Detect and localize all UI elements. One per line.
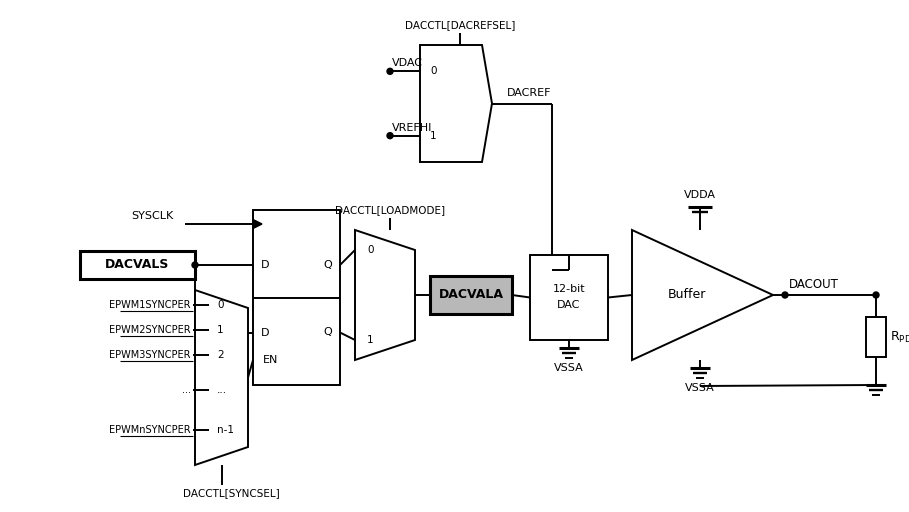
Text: VREFHI: VREFHI <box>392 123 433 133</box>
Text: DACCTL[SYNCSEL]: DACCTL[SYNCSEL] <box>183 488 280 498</box>
Text: DACVALS: DACVALS <box>105 259 170 271</box>
Bar <box>530 255 608 340</box>
Text: SYSCLK: SYSCLK <box>132 211 174 221</box>
Circle shape <box>387 133 393 139</box>
Text: Q: Q <box>324 260 333 270</box>
Text: DACREF: DACREF <box>507 89 552 98</box>
Polygon shape <box>420 45 492 162</box>
Bar <box>430 276 512 314</box>
Text: VSSA: VSSA <box>685 383 714 393</box>
Circle shape <box>387 68 393 74</box>
Polygon shape <box>195 290 248 465</box>
Bar <box>80 251 195 279</box>
Text: VDAC: VDAC <box>392 58 423 68</box>
Text: ...: ... <box>182 385 191 395</box>
Text: 12-bit: 12-bit <box>553 285 585 294</box>
Text: VSSA: VSSA <box>554 363 584 373</box>
Text: Q: Q <box>324 328 333 337</box>
Text: DAC: DAC <box>557 301 581 310</box>
Text: ...: ... <box>217 385 227 395</box>
Text: 1: 1 <box>430 131 436 141</box>
Text: EPWM3SYNCPER: EPWM3SYNCPER <box>109 350 191 360</box>
Text: D: D <box>261 328 269 337</box>
Bar <box>866 317 886 357</box>
Text: DACVALA: DACVALA <box>438 288 504 302</box>
Text: 0: 0 <box>430 67 436 76</box>
Text: 2: 2 <box>217 350 224 360</box>
Bar <box>253 210 340 385</box>
Text: D: D <box>261 260 269 270</box>
Text: DACOUT: DACOUT <box>789 279 839 291</box>
Text: Buffer: Buffer <box>668 288 706 302</box>
Text: EPWM1SYNCPER: EPWM1SYNCPER <box>109 300 191 310</box>
Polygon shape <box>632 230 773 360</box>
Polygon shape <box>253 220 262 228</box>
Text: DACCTL[LOADMODE]: DACCTL[LOADMODE] <box>335 205 445 215</box>
Polygon shape <box>355 230 415 360</box>
Circle shape <box>873 292 879 298</box>
Text: DACCTL[DACREFSEL]: DACCTL[DACREFSEL] <box>405 20 515 30</box>
Text: EPWMnSYNCPER: EPWMnSYNCPER <box>109 425 191 435</box>
Text: VDDA: VDDA <box>684 190 716 200</box>
Circle shape <box>782 292 788 298</box>
Text: 1: 1 <box>217 325 224 335</box>
Text: EN: EN <box>264 355 279 365</box>
Text: 0: 0 <box>217 300 224 310</box>
Text: 0: 0 <box>367 245 374 255</box>
Text: n-1: n-1 <box>217 425 234 435</box>
Text: R$_\mathregular{PD}$: R$_\mathregular{PD}$ <box>890 329 909 345</box>
Text: 1: 1 <box>367 335 374 345</box>
Circle shape <box>192 262 198 268</box>
Text: EPWM2SYNCPER: EPWM2SYNCPER <box>109 325 191 335</box>
